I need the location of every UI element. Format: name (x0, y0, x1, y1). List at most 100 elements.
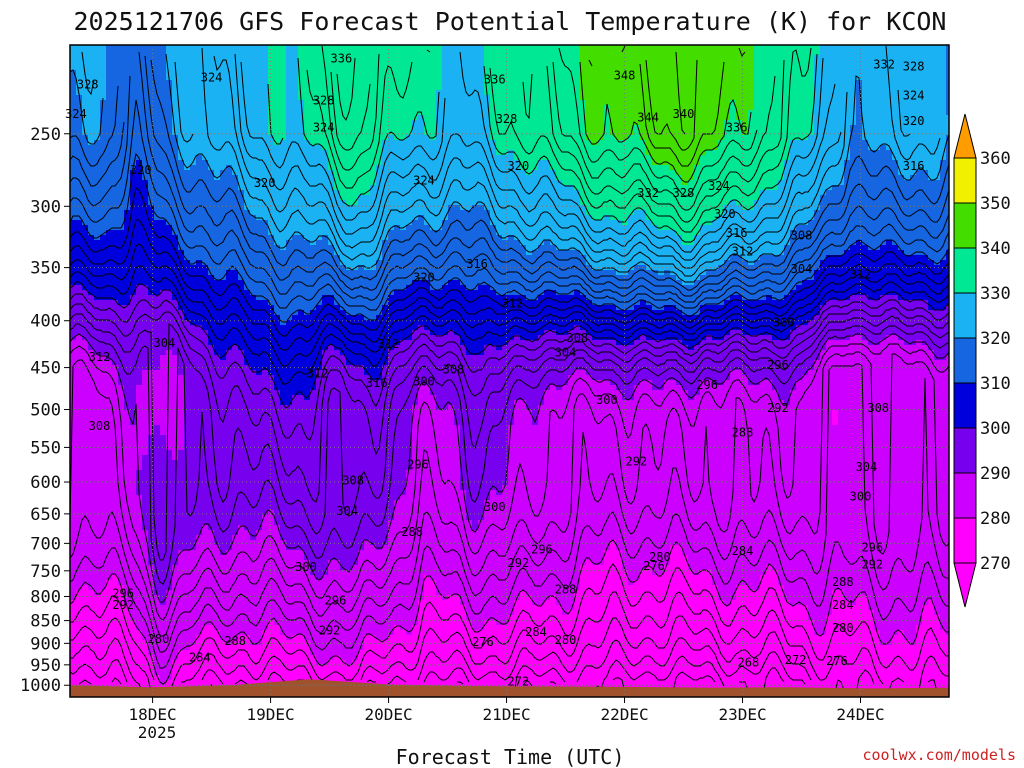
chart-title: 2025121706 GFS Forecast Potential Temper… (74, 7, 947, 36)
contour-label: 296 (112, 586, 134, 600)
credit-link[interactable]: coolwx.com/models (862, 746, 1016, 764)
contour-label: 300 (850, 489, 872, 503)
contour-label: 332 (637, 186, 659, 200)
contour-label: 316 (466, 257, 488, 271)
contour-316K (70, 55, 949, 297)
y-tick-label: 800 (30, 587, 61, 607)
contour-308K (70, 187, 949, 337)
contour-292K (70, 323, 949, 585)
colorbar-segment (953, 247, 977, 294)
grid-lines (70, 45, 949, 697)
contour-label: 280 (148, 632, 170, 646)
y-tick-label: 650 (30, 505, 61, 525)
contour-label: 324 (903, 88, 925, 102)
contour-label: 348 (614, 69, 636, 83)
colorbar-label: 310 (980, 374, 1011, 394)
y-tick-label: 500 (30, 401, 61, 421)
contour-label: 296 (407, 457, 429, 471)
x-tick-label: 22DEC (600, 705, 648, 724)
contour-label: 324 (65, 107, 87, 121)
contour-label: 268 (738, 655, 760, 669)
contour-302K (70, 265, 949, 385)
y-tick-label: 350 (30, 259, 61, 279)
contour-label: 284 (189, 651, 211, 665)
y-tick-label: 300 (30, 197, 61, 217)
contour-label: 316 (366, 376, 388, 390)
contour-label: 300 (295, 560, 317, 574)
colorbar-segment (953, 292, 977, 339)
colorbar-label: 270 (980, 554, 1011, 574)
contour-label: 300 (596, 393, 618, 407)
colorbar-label: 350 (980, 194, 1011, 214)
contour-label: 312 (732, 244, 754, 258)
colorbar-label: 290 (980, 464, 1011, 484)
plot-frame (69, 44, 950, 698)
contour-label: 292 (767, 401, 789, 415)
contour-label: 336 (484, 72, 506, 86)
colorbar-segment (953, 337, 977, 384)
contour-336K (330, 61, 776, 211)
y-axis: 2503003504004505005506006507007508008509… (20, 125, 70, 696)
colorbar-label: 320 (980, 329, 1011, 349)
contour-338K (336, 47, 758, 197)
contour-label: 280 (832, 621, 854, 635)
contour-label: 292 (861, 557, 883, 571)
contour-286K (70, 351, 949, 637)
x-tick-label: 21DEC (482, 705, 530, 724)
colorbar-label: 340 (980, 239, 1011, 259)
contour-282K (70, 511, 949, 669)
contour-label: 324 (313, 120, 335, 134)
contour-276K (70, 591, 949, 693)
contour-label: 276 (643, 559, 665, 573)
y-tick-label: 400 (30, 312, 61, 332)
y-tick-label: 1000 (20, 676, 61, 696)
x-tick-label: 19DEC (246, 705, 294, 724)
contour-340K (579, 61, 752, 183)
contour-label: 276 (472, 635, 494, 649)
contour-label: 296 (861, 540, 883, 554)
x-tick-label: 24DEC (836, 705, 884, 724)
contour-322K (81, 45, 941, 277)
y-tick-label: 550 (30, 438, 61, 458)
colorbar-extend-top (953, 113, 977, 159)
y-tick-label: 900 (30, 634, 61, 654)
y-tick-label: 450 (30, 359, 61, 379)
contour-312K (70, 99, 949, 311)
contour-278K (70, 563, 949, 687)
contour-label: 308 (89, 419, 111, 433)
contour-290K (70, 333, 949, 603)
filled-contours (70, 45, 949, 697)
x-axis-title: Forecast Time (UTC) (396, 745, 625, 768)
contour-label: 308 (566, 331, 588, 345)
contour-label: 304 (336, 504, 358, 518)
contour-label: 332 (873, 57, 895, 71)
contour-label: 288 (401, 525, 423, 539)
contour-label: 296 (325, 593, 347, 607)
contour-label: 324 (201, 70, 223, 84)
contour-296K (70, 303, 949, 503)
contour-label: 300 (484, 500, 506, 514)
ground-surface (70, 679, 949, 697)
contour-label: 284 (832, 598, 854, 612)
colorbar-extend-bottom (953, 562, 977, 608)
contour-label: 320 (508, 159, 530, 173)
contour-label: 336 (331, 52, 353, 66)
colorbar-segment (953, 382, 977, 429)
contour-280K (70, 539, 949, 685)
contour-label: 324 (413, 173, 435, 187)
contour-label: 304 (791, 262, 813, 276)
contour-label: 308 (342, 474, 364, 488)
contour-label: 304 (154, 336, 176, 350)
contour-342K (588, 45, 746, 167)
contour-label: 308 (867, 401, 889, 415)
contour-label: 288 (224, 634, 246, 648)
contour-label: 280 (649, 550, 671, 564)
contour-label: 312 (850, 267, 872, 281)
contour-294K (70, 313, 949, 561)
contour-label: 292 (508, 556, 530, 570)
contour-300K (70, 281, 949, 409)
colorbar-label: 300 (980, 419, 1011, 439)
contour-label: 320 (130, 163, 152, 177)
colorbar-legend: 270 280 290 300 310 320 330 340 350 360 (953, 113, 1011, 608)
contour-304K (70, 243, 949, 367)
